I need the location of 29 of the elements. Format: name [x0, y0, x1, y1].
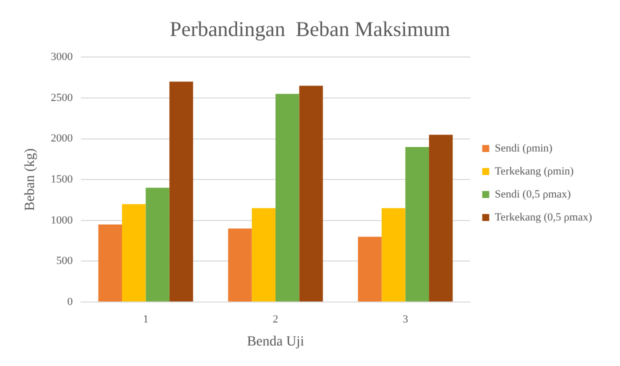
y-tick-label: 500 — [56, 255, 74, 268]
bar — [98, 224, 122, 302]
bar — [358, 236, 382, 302]
legend-label: Terkekang (0,5 ρmax) — [494, 211, 592, 224]
bar — [405, 146, 430, 302]
x-tick-label: 3 — [402, 313, 409, 326]
legend-label: Sendi (0,5 ρmax) — [494, 188, 572, 200]
legend-label: Terkekang (ρmin) — [494, 165, 574, 178]
legend-label: Sendi (ρmin) — [494, 142, 553, 154]
bar — [169, 82, 194, 302]
y-tick-label: 1500 — [50, 173, 74, 186]
y-tick-label: 0 — [67, 296, 74, 308]
bar — [276, 94, 300, 302]
y-axis-title: Beban (kg) — [23, 148, 38, 211]
x-axis-title: Benda Uji — [246, 334, 304, 350]
y-tick-label: 2500 — [50, 92, 74, 104]
chart-title: Perbandingan Beban Maksimum — [170, 17, 450, 42]
bar — [382, 208, 406, 302]
y-tick-label: 1000 — [50, 214, 74, 226]
y-tick-label: 2000 — [50, 132, 74, 145]
bar — [228, 228, 252, 302]
y-tick-label: 3000 — [50, 51, 74, 64]
bar — [299, 86, 323, 302]
bar — [252, 208, 276, 302]
bar — [122, 204, 146, 302]
x-tick-label: 1 — [142, 313, 148, 326]
bar — [146, 188, 170, 302]
bar — [429, 134, 453, 302]
x-tick-label: 2 — [272, 313, 278, 326]
